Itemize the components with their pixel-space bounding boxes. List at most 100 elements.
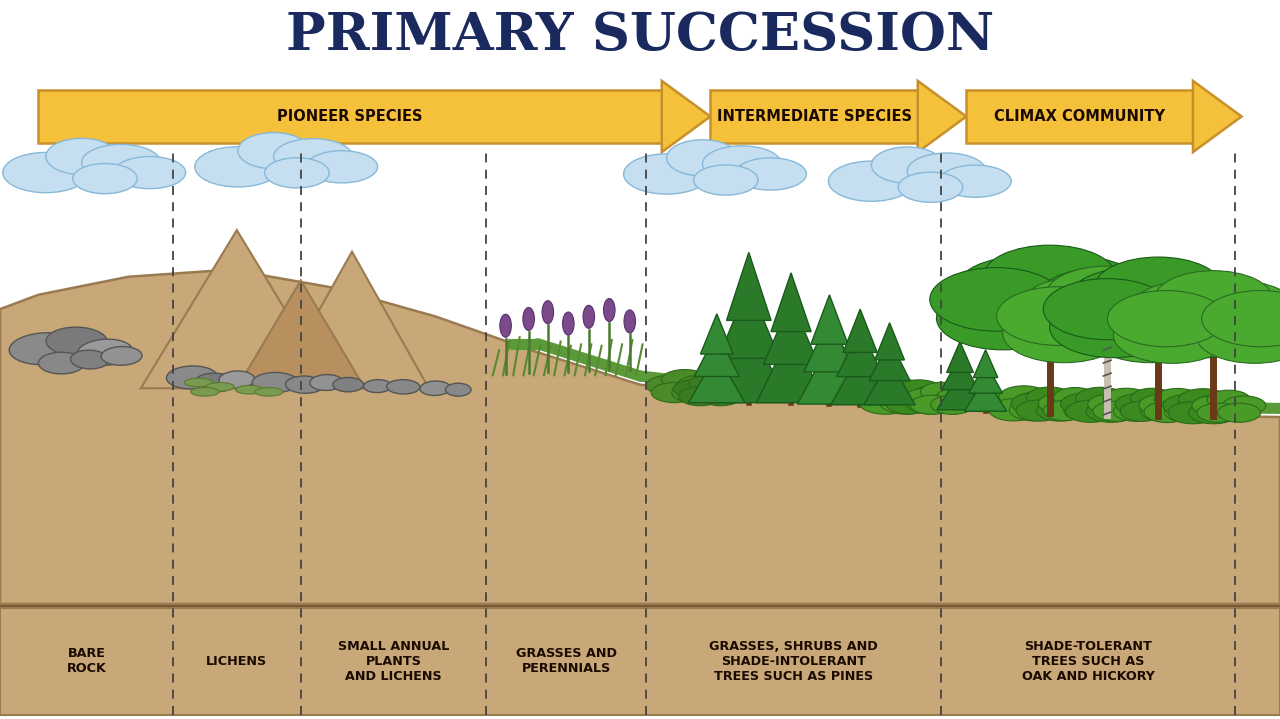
Text: PIONEER SPECIES: PIONEER SPECIES	[278, 109, 422, 124]
Ellipse shape	[1002, 304, 1125, 362]
Ellipse shape	[1107, 290, 1225, 347]
Ellipse shape	[623, 154, 709, 194]
Polygon shape	[812, 295, 849, 344]
Ellipse shape	[238, 132, 310, 169]
Ellipse shape	[854, 384, 908, 407]
Ellipse shape	[937, 286, 1070, 350]
Ellipse shape	[998, 386, 1050, 408]
Ellipse shape	[1222, 396, 1266, 415]
Ellipse shape	[1132, 280, 1249, 336]
Polygon shape	[771, 273, 812, 331]
Ellipse shape	[1037, 267, 1170, 331]
Ellipse shape	[1120, 401, 1164, 421]
Ellipse shape	[1010, 257, 1143, 320]
Bar	[710, 90, 918, 144]
Ellipse shape	[1114, 307, 1231, 363]
Ellipse shape	[252, 372, 298, 393]
Ellipse shape	[983, 245, 1116, 308]
Ellipse shape	[1119, 394, 1165, 414]
Ellipse shape	[910, 395, 954, 414]
Ellipse shape	[1162, 395, 1213, 416]
Ellipse shape	[219, 371, 255, 388]
Ellipse shape	[1139, 296, 1267, 358]
Ellipse shape	[929, 267, 1062, 331]
Ellipse shape	[1178, 280, 1280, 336]
Ellipse shape	[1197, 403, 1240, 422]
Ellipse shape	[886, 393, 932, 414]
Ellipse shape	[879, 391, 933, 414]
Bar	[966, 90, 1193, 144]
Ellipse shape	[1088, 394, 1134, 414]
Ellipse shape	[1070, 276, 1193, 335]
Ellipse shape	[1043, 400, 1087, 421]
Ellipse shape	[1011, 393, 1057, 414]
Ellipse shape	[704, 380, 748, 398]
Ellipse shape	[881, 385, 927, 407]
Ellipse shape	[500, 314, 512, 337]
Polygon shape	[275, 252, 429, 388]
Polygon shape	[727, 252, 771, 321]
Bar	[0, 582, 1280, 618]
Text: PRIMARY SUCCESSION: PRIMARY SUCCESSION	[285, 11, 995, 61]
Ellipse shape	[1094, 287, 1217, 345]
Ellipse shape	[38, 352, 84, 374]
Ellipse shape	[1217, 403, 1261, 422]
Ellipse shape	[899, 172, 963, 202]
Ellipse shape	[911, 385, 957, 407]
Text: HUNDREDS OF YEARS: HUNDREDS OF YEARS	[502, 668, 721, 687]
Polygon shape	[869, 340, 910, 380]
Ellipse shape	[625, 310, 635, 333]
Polygon shape	[237, 280, 365, 388]
Ellipse shape	[1021, 276, 1144, 335]
Polygon shape	[0, 270, 1280, 604]
Ellipse shape	[46, 327, 108, 356]
Ellipse shape	[364, 380, 392, 393]
Ellipse shape	[306, 151, 378, 183]
Polygon shape	[0, 342, 1280, 604]
Ellipse shape	[255, 388, 283, 396]
Ellipse shape	[524, 308, 535, 331]
Ellipse shape	[166, 366, 218, 389]
Ellipse shape	[694, 165, 758, 195]
Ellipse shape	[1053, 388, 1097, 408]
Ellipse shape	[1046, 293, 1169, 352]
Polygon shape	[837, 329, 883, 377]
Ellipse shape	[206, 383, 234, 391]
Ellipse shape	[1144, 401, 1190, 423]
Ellipse shape	[82, 145, 160, 180]
Polygon shape	[797, 344, 861, 404]
Polygon shape	[918, 81, 966, 152]
Ellipse shape	[1155, 270, 1272, 327]
Ellipse shape	[77, 339, 133, 365]
Ellipse shape	[101, 347, 142, 365]
Ellipse shape	[906, 393, 952, 414]
Ellipse shape	[114, 157, 186, 188]
Ellipse shape	[884, 384, 938, 407]
Ellipse shape	[646, 375, 692, 395]
Ellipse shape	[872, 147, 943, 183]
Ellipse shape	[563, 312, 575, 335]
Ellipse shape	[908, 153, 986, 189]
Text: SHADE-TOLERANT
TREES SUCH AS
OAK AND HICKORY: SHADE-TOLERANT TREES SUCH AS OAK AND HIC…	[1021, 640, 1155, 683]
Ellipse shape	[936, 388, 979, 407]
Ellipse shape	[1037, 400, 1083, 421]
Text: GRASSES AND
PERENNIALS: GRASSES AND PERENNIALS	[516, 648, 617, 675]
Ellipse shape	[997, 287, 1120, 345]
Ellipse shape	[1042, 393, 1088, 414]
Text: INTERMEDIATE SPECIES: INTERMEDIATE SPECIES	[717, 109, 911, 124]
Ellipse shape	[387, 380, 420, 394]
Ellipse shape	[1050, 296, 1178, 358]
Polygon shape	[700, 313, 733, 354]
Ellipse shape	[662, 370, 708, 390]
Polygon shape	[831, 352, 890, 405]
Polygon shape	[965, 377, 1007, 411]
Ellipse shape	[46, 138, 118, 175]
Ellipse shape	[1120, 267, 1248, 329]
Ellipse shape	[1196, 307, 1280, 363]
Ellipse shape	[1193, 395, 1244, 416]
Ellipse shape	[191, 388, 219, 396]
Ellipse shape	[184, 378, 212, 387]
Ellipse shape	[920, 383, 964, 401]
Ellipse shape	[420, 381, 451, 395]
Polygon shape	[844, 309, 877, 352]
